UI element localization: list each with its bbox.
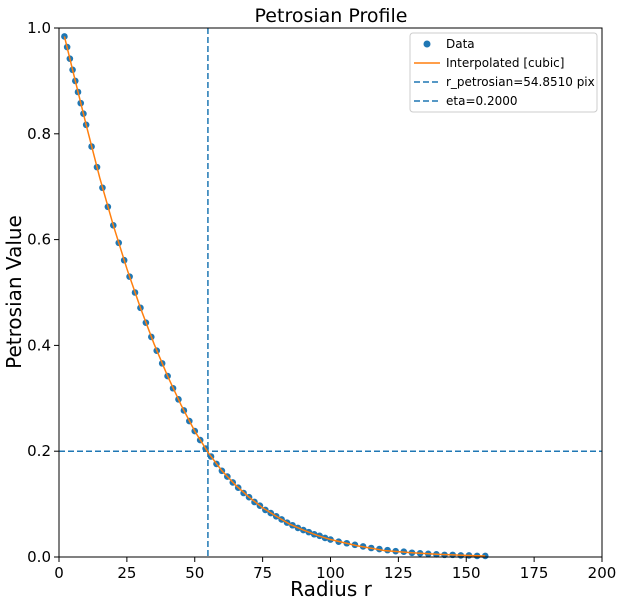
legend-data-label: Data: [446, 37, 475, 51]
x-axis: 0 25 50 75 100 125 150 175 200: [54, 557, 616, 582]
y-tick-label: 0.2: [27, 442, 51, 460]
data-point: [481, 552, 489, 560]
chart-title: Petrosian Profile: [255, 5, 408, 27]
legend-interpolated-label: Interpolated [cubic]: [446, 56, 564, 70]
legend: Data Interpolated [cubic] r_petrosian=54…: [409, 32, 598, 113]
x-tick-label: 25: [117, 564, 136, 582]
interpolated-line: [63, 36, 486, 557]
x-tick-label: 75: [253, 564, 272, 582]
x-tick-label: 100: [316, 564, 345, 582]
y-tick-label: 0.4: [27, 336, 51, 354]
y-tick-label: 0.6: [27, 231, 51, 249]
x-tick-label: 150: [452, 564, 481, 582]
legend-eta-label: eta=0.2000: [446, 94, 517, 108]
legend-frame: [409, 32, 598, 113]
legend-rpetrosian-label: r_petrosian=54.8510 pix: [446, 75, 595, 89]
y-tick-label: 1.0: [27, 19, 51, 37]
y-tick-label: 0.0: [27, 548, 51, 566]
y-axis: 0.0 0.2 0.4 0.6 0.8 1.0: [27, 19, 59, 566]
x-tick-label: 175: [520, 564, 549, 582]
x-axis-label: Radius r: [290, 577, 372, 601]
x-tick-label: 50: [185, 564, 204, 582]
y-axis-label: Petrosian Value: [2, 215, 26, 369]
x-tick-label: 200: [588, 564, 617, 582]
y-tick-label: 0.8: [27, 125, 51, 143]
x-tick-label: 125: [384, 564, 413, 582]
x-tick-label: 0: [54, 564, 64, 582]
legend-data-marker: [423, 40, 431, 48]
